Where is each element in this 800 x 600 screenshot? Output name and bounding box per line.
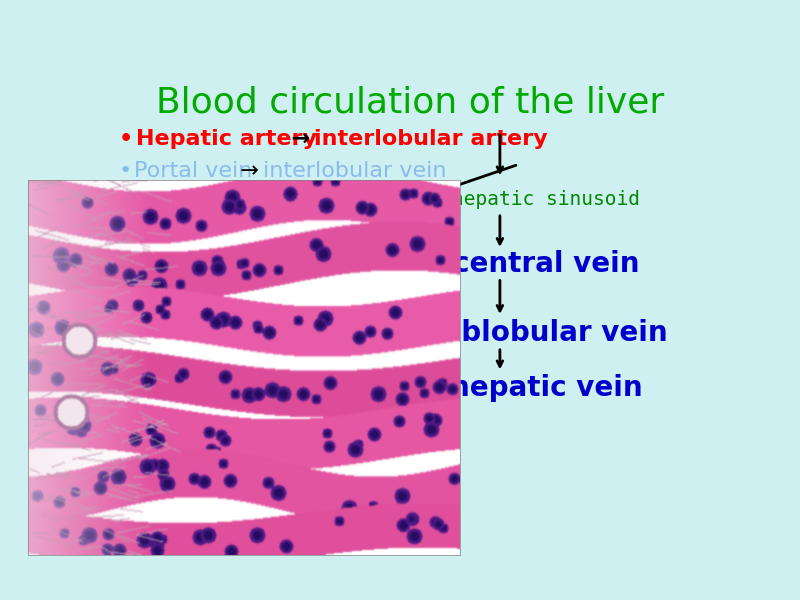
- Text: cv: cv: [422, 315, 442, 333]
- Text: hepatic sinusoid: hepatic sinusoid: [453, 190, 640, 209]
- Text: central vein: central vein: [453, 250, 640, 278]
- Text: sublobular vein: sublobular vein: [425, 319, 668, 347]
- Text: s: s: [285, 230, 294, 248]
- Text: hepatic vein: hepatic vein: [450, 374, 642, 403]
- Text: →: →: [276, 129, 326, 149]
- Text: Blood circulation of the liver: Blood circulation of the liver: [156, 85, 664, 119]
- Text: →: →: [226, 161, 274, 181]
- Text: v: v: [102, 345, 112, 363]
- Text: interlobular vein: interlobular vein: [262, 161, 446, 181]
- Text: d: d: [165, 269, 175, 287]
- Text: interlobular artery: interlobular artery: [314, 129, 548, 149]
- Text: a: a: [178, 391, 189, 409]
- Text: •: •: [118, 161, 139, 181]
- Text: Hepatic artery: Hepatic artery: [136, 129, 317, 149]
- Text: Portal vein: Portal vein: [134, 161, 253, 181]
- Text: •: •: [118, 129, 141, 149]
